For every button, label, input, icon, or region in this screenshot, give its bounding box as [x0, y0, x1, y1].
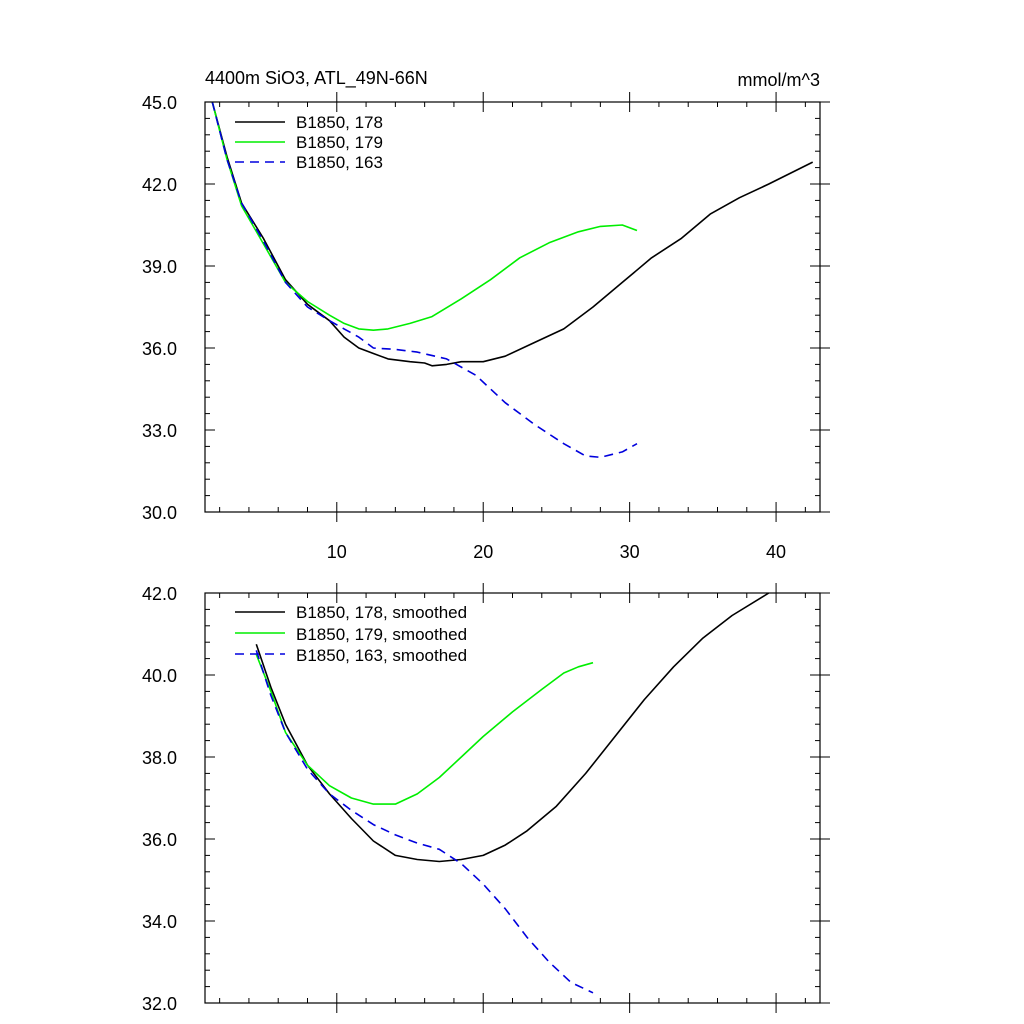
top-chart-units: mmol/m^3: [738, 70, 820, 90]
series-line-1: [255, 592, 770, 863]
top-legend-label-179: B1850, 179: [296, 133, 383, 152]
top-chart-series: [211, 101, 814, 459]
y-tick-label: 39.0: [142, 257, 177, 277]
top-chart-title: 4400m SiO3, ATL_49N-66N: [205, 68, 428, 89]
bottom-legend-label-178: B1850, 178, smoothed: [296, 603, 467, 622]
y-tick-label: 33.0: [142, 421, 177, 441]
y-tick-label: 42.0: [142, 584, 177, 604]
series-line-3: [211, 101, 638, 459]
bottom-legend-label-163: B1850, 163, smoothed: [296, 646, 467, 665]
bottom-chart-panel: 32.0 34.0 36.0 38.0 40.0 42.0 B1850, 178, smo…: [142, 583, 830, 1014]
bottom-legend-label-179: B1850, 179, smoothed: [296, 625, 467, 644]
y-tick-label: 40.0: [142, 666, 177, 686]
y-tick-label: 42.0: [142, 175, 177, 195]
bottom-chart-frame: [204, 592, 821, 1004]
x-tick-label: 20: [473, 542, 493, 562]
y-tick-label: 32.0: [142, 994, 177, 1014]
series-line-2: [255, 654, 594, 805]
bottom-chart-series: [255, 592, 770, 994]
y-tick-label: 30.0: [142, 503, 177, 523]
series-line-3: [255, 650, 594, 994]
y-tick-label: 34.0: [142, 912, 177, 932]
series-line-2: [211, 101, 638, 331]
x-tick-label: 10: [327, 542, 347, 562]
bottom-chart-legend: B1850, 178, smoothed B1850, 179, smoothe…: [235, 603, 467, 665]
top-chart-frame: [204, 101, 821, 513]
top-legend-label-163: B1850, 163: [296, 153, 383, 172]
top-chart-ticks: 10 20 30 40 30.0 33.0 36.0 39.0 42.0 45.0: [142, 92, 830, 562]
y-tick-label: 36.0: [142, 830, 177, 850]
bottom-chart-ticks: 32.0 34.0 36.0 38.0 40.0 42.0: [142, 583, 830, 1014]
y-tick-label: 45.0: [142, 93, 177, 113]
y-tick-label: 36.0: [142, 339, 177, 359]
top-chart-panel: 4400m SiO3, ATL_49N-66N mmol/m^3 10 20 30 4…: [142, 68, 830, 562]
x-tick-label: 30: [620, 542, 640, 562]
y-tick-label: 38.0: [142, 748, 177, 768]
top-legend-label-178: B1850, 178: [296, 113, 383, 132]
x-tick-label: 40: [766, 542, 786, 562]
top-chart-legend: B1850, 178 B1850, 179 B1850, 163: [235, 113, 383, 172]
